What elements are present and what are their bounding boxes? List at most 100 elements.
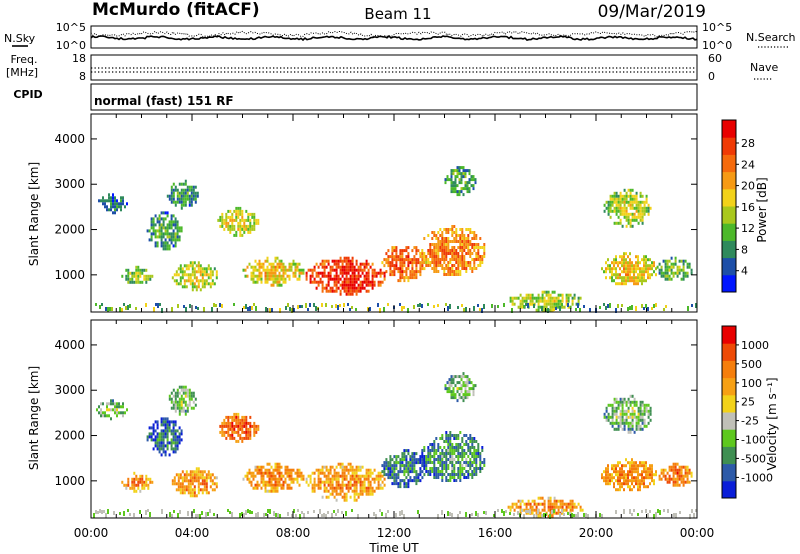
power-echo-cell [189, 276, 192, 280]
velocity-echo-cell [475, 467, 478, 470]
power-echo-cell [333, 280, 336, 284]
power-echo-cell [627, 267, 629, 271]
power-echo-cell [164, 217, 167, 221]
velocity-echo-cell [164, 435, 167, 439]
velocity-echo-cell [537, 514, 540, 518]
velocity-echo-cell [682, 483, 685, 487]
power-echo-cell [637, 215, 640, 219]
power-echo-cell [431, 261, 434, 264]
velocity-echo-cell [448, 378, 451, 382]
power-echo-cell [254, 265, 257, 269]
power-echo-region [166, 179, 199, 210]
power-echo-cell [241, 212, 244, 216]
frequency-tick-top: 18 [72, 52, 86, 65]
velocity-echo-cell [433, 446, 436, 449]
velocity-echo-cell [243, 436, 246, 440]
velocity-near-range-cell [529, 509, 531, 514]
power-echo-cell [325, 286, 328, 290]
velocity-echo-cell [509, 508, 512, 512]
power-echo-cell [471, 252, 474, 255]
velocity-echo-cell [459, 443, 462, 446]
velocity-echo-cell [189, 482, 192, 486]
velocity-echo-cell [260, 477, 263, 481]
velocity-echo-cell [451, 434, 454, 437]
velocity-echo-cell [643, 464, 645, 468]
velocity-echo-cell [260, 471, 263, 475]
velocity-echo-cell [451, 458, 454, 461]
power-echo-cell [481, 261, 484, 264]
velocity-echo-cell [114, 402, 116, 406]
power-echo-cell [629, 203, 632, 207]
power-echo-cell [680, 259, 683, 263]
velocity-echo-cell [672, 465, 675, 469]
power-echo-cell [639, 212, 642, 216]
velocity-echo-cell [684, 471, 687, 475]
velocity-echo-cell [625, 418, 628, 422]
velocity-echo-cell [573, 505, 576, 509]
power-echo-cell [114, 199, 116, 203]
power-near-range-cell [555, 307, 557, 310]
velocity-echo-cell [288, 468, 291, 472]
power-echo-cell [674, 262, 677, 266]
velocity-echo-cell [645, 464, 647, 468]
power-near-range-cell [465, 307, 467, 312]
velocity-echo-cell [454, 375, 457, 379]
velocity-echo-cell [389, 461, 392, 465]
velocity-echo-cell [471, 461, 474, 464]
power-echo-cell [668, 268, 671, 272]
power-echo-cell [647, 267, 649, 271]
velocity-echo-cell [296, 468, 299, 472]
power-echo-cell [672, 265, 675, 269]
power-echo-cell [437, 264, 440, 267]
power-echo-cell [415, 267, 418, 271]
power-echo-cell [461, 243, 464, 246]
power-echo-cell [431, 243, 434, 246]
power-echo-cell [625, 270, 627, 274]
power-echo-cell [319, 280, 322, 284]
power-near-range-cell [653, 304, 655, 308]
power-echo-cell [168, 226, 171, 230]
power-echo-cell [454, 190, 457, 194]
velocity-echo-cell [617, 461, 619, 465]
velocity-echo-cell [343, 477, 346, 481]
power-echo-cell [471, 231, 474, 234]
power-echo-cell [172, 197, 175, 201]
velocity-echo-cell [389, 458, 392, 462]
power-echo-cell [288, 268, 291, 272]
velocity-echo-cell [623, 424, 626, 428]
power-echo-cell [147, 274, 150, 278]
cpid-panel-frame [90, 83, 698, 111]
velocity-echo-cell [258, 471, 261, 475]
velocity-echo-cell [633, 430, 636, 434]
power-echo-cell [112, 196, 114, 200]
velocity-echo-cell [627, 427, 630, 431]
velocity-echo-cell [623, 473, 625, 477]
velocity-echo-cell [417, 458, 420, 462]
velocity-echo-cell [639, 485, 641, 489]
power-echo-cell [260, 265, 263, 269]
velocity-echo-cell [176, 391, 179, 395]
power-near-range-cell [525, 303, 527, 306]
velocity-echo-cell [645, 409, 648, 413]
velocity-echo-cell [369, 474, 372, 478]
power-echo-cell [211, 279, 214, 283]
velocity-echo-cell [365, 486, 368, 490]
power-echo-cell [433, 267, 436, 270]
velocity-echo-cell [284, 471, 287, 475]
velocity-echo-cell [513, 508, 516, 512]
power-echo-cell [457, 246, 460, 249]
velocity-echo-cell [221, 430, 224, 434]
power-echo-cell [176, 232, 179, 236]
power-echo-cell [619, 273, 621, 277]
velocity-echo-cell [223, 433, 226, 437]
velocity-echo-cell [459, 470, 462, 473]
velocity-echo-cell [110, 402, 112, 406]
velocity-echo-cell [613, 482, 615, 486]
power-echo-cell [184, 188, 187, 192]
power-colorbar-swatch [722, 154, 736, 173]
velocity-echo-cell [195, 470, 198, 474]
power-echo-cell [401, 252, 404, 256]
velocity-echo-cell [403, 479, 406, 483]
velocity-echo-cell [625, 409, 628, 413]
power-echo-cell [539, 296, 542, 300]
